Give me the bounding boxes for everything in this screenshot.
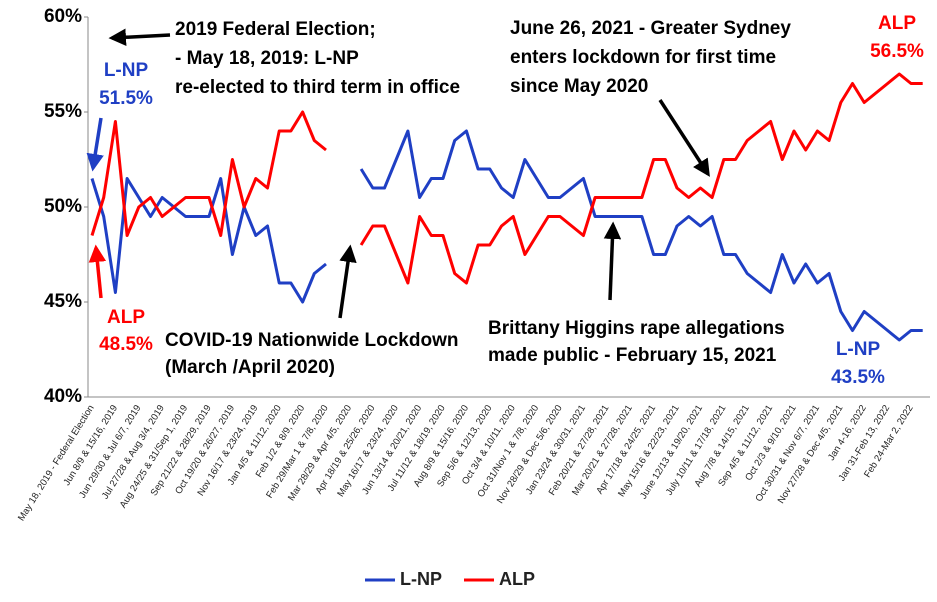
y-tick-label: 45% bbox=[44, 291, 82, 312]
annotation: 43.5% bbox=[831, 367, 885, 388]
annotation: 51.5% bbox=[99, 88, 153, 109]
annotation: 2019 Federal Election; bbox=[175, 19, 376, 40]
series-line bbox=[90, 129, 923, 342]
annotation: L-NP bbox=[104, 60, 149, 81]
arrow bbox=[86, 117, 104, 172]
annotation: June 26, 2021 - Greater Sydney bbox=[510, 18, 791, 39]
series-line bbox=[90, 72, 923, 285]
annotation: enters lockdown for first time bbox=[510, 47, 776, 68]
annotation: 56.5% bbox=[870, 41, 924, 62]
annotation: re-elected to third term in office bbox=[175, 77, 460, 98]
annotation: L-NP bbox=[836, 339, 881, 360]
annotation: ALP bbox=[107, 307, 145, 328]
y-tick-label: 40% bbox=[44, 386, 82, 407]
annotation: Brittany Higgins rape allegations bbox=[488, 318, 785, 339]
arrow bbox=[88, 244, 107, 299]
annotation: - May 18, 2019: L-NP bbox=[175, 48, 359, 69]
legend-label: L-NP bbox=[400, 569, 442, 589]
annotation: 48.5% bbox=[99, 334, 153, 355]
annotation: ALP bbox=[878, 13, 916, 34]
arrow bbox=[658, 99, 710, 177]
arrow bbox=[108, 28, 171, 47]
annotation: (March /April 2020) bbox=[165, 357, 335, 378]
y-tick-label: 55% bbox=[44, 101, 82, 122]
y-tick-label: 50% bbox=[44, 196, 82, 217]
y-tick-label: 60% bbox=[44, 6, 82, 27]
annotation: made public - February 15, 2021 bbox=[488, 345, 777, 366]
legend-label: ALP bbox=[499, 569, 535, 589]
arrow bbox=[603, 221, 622, 301]
arrow bbox=[338, 244, 357, 319]
annotation: COVID-19 Nationwide Lockdown bbox=[165, 330, 458, 351]
annotation: since May 2020 bbox=[510, 76, 648, 97]
